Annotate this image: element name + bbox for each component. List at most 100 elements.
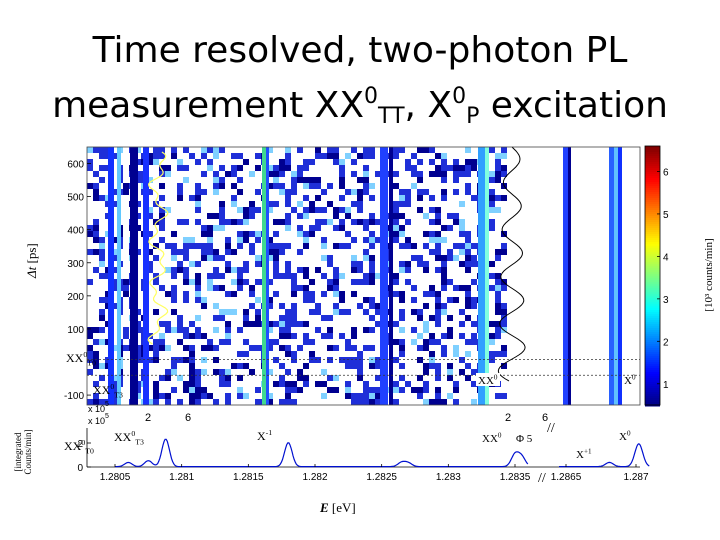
heatmap-cell (255, 255, 261, 261)
heatmap-cell (297, 369, 303, 375)
heatmap-cell (165, 171, 171, 177)
heatmap-cell (495, 273, 501, 279)
heatmap-cell (99, 339, 105, 345)
colorbar-segment (645, 164, 660, 167)
heatmap-cell (279, 345, 285, 351)
heatmap-cell (273, 267, 279, 273)
heatmap-cell (285, 213, 291, 219)
top-axis-tick-label: 6 (542, 412, 548, 424)
heatmap-cell (285, 201, 291, 207)
heatmap-cell (225, 333, 231, 339)
heatmap-cell (345, 393, 351, 399)
heatmap-cell (159, 339, 165, 345)
heatmap-cell (453, 297, 459, 303)
heatmap-cell (249, 291, 255, 297)
heatmap-cell (189, 351, 195, 357)
heatmap-cell (465, 231, 471, 237)
heatmap-cell (357, 207, 363, 213)
heatmap-cell (267, 339, 273, 345)
colorbar-segment (645, 248, 660, 251)
heatmap-cell (411, 243, 417, 249)
heatmap-cell (441, 177, 447, 183)
heatmap-cell (447, 297, 453, 303)
heatmap-cell (201, 255, 207, 261)
heatmap-cell (369, 219, 375, 225)
heatmap-cell (501, 351, 507, 357)
heatmap-cell (159, 345, 165, 351)
colorbar-segment (645, 370, 660, 373)
heatmap-cell (501, 321, 507, 327)
heatmap-cell (441, 225, 447, 231)
heatmap-cell (303, 195, 309, 201)
colorbar-segment (645, 204, 660, 207)
heatmap-cell (465, 315, 471, 321)
chart-title-line2: measurement XX0TT, X0P excitation (52, 84, 668, 129)
colorbar-segment (645, 338, 660, 341)
heatmap-cell (333, 345, 339, 351)
heatmap-cell (435, 207, 441, 213)
heatmap-cell (435, 315, 441, 321)
colorbar-segment (645, 352, 660, 355)
heatmap-cell (207, 345, 213, 351)
heatmap-cell (279, 183, 285, 189)
heatmap-cell (273, 291, 279, 297)
heatmap-cell (447, 249, 453, 255)
heatmap-cell (267, 345, 273, 351)
heatmap-cell (291, 357, 297, 363)
heatmap-cell (363, 327, 369, 333)
heatmap-cell (225, 171, 231, 177)
heatmap-cell (429, 399, 435, 405)
heatmap-cell (303, 213, 309, 219)
chart-title-line1: Time resolved, two-photon PL (92, 30, 628, 71)
heatmap-cell (417, 261, 423, 267)
heatmap-cell (183, 267, 189, 273)
heatmap-cell (291, 207, 297, 213)
heatmap-cell (147, 333, 153, 339)
heatmap-cell (345, 231, 351, 237)
heatmap-cell (357, 369, 363, 375)
peak-label-xx0: XX0 (482, 432, 502, 445)
heatmap-cell (363, 177, 369, 183)
heatmap-cell (237, 231, 243, 237)
colorbar-segment (645, 368, 660, 371)
heatmap-cell (237, 189, 243, 195)
heatmap-cell (399, 351, 405, 357)
heatmap-cell (345, 345, 351, 351)
heatmap-cell (171, 363, 177, 369)
heatmap-cell (285, 345, 291, 351)
heatmap-cell (357, 153, 363, 159)
heatmap-cell (489, 219, 495, 225)
colorbar-segment (645, 390, 660, 393)
heatmap-cell (123, 183, 129, 189)
heatmap-cell (303, 267, 309, 273)
heatmap-cell (345, 153, 351, 159)
heatmap-cell (321, 237, 327, 243)
colorbar-segment (645, 146, 660, 149)
heatmap-cell (435, 297, 441, 303)
heatmap-cell (351, 171, 357, 177)
heatmap-cell (441, 345, 447, 351)
heatmap-cell (177, 321, 183, 327)
heatmap-cell (183, 381, 189, 387)
heatmap-cell (93, 171, 99, 177)
colorbar-segment (645, 314, 660, 317)
heatmap-cell (225, 339, 231, 345)
heatmap-cell (279, 327, 285, 333)
heatmap-cell (177, 249, 183, 255)
heatmap-cell (345, 381, 351, 387)
heatmap-cell (219, 375, 225, 381)
heatmap-cell (165, 321, 171, 327)
spectrum-line-right (559, 443, 650, 468)
heatmap-cell (183, 177, 189, 183)
heatmap-cell (351, 255, 357, 261)
heatmap-cell (267, 393, 273, 399)
heatmap-cell (495, 279, 501, 285)
colorbar-segment (645, 174, 660, 177)
heatmap-cell (171, 297, 177, 303)
heatmap-cell (429, 285, 435, 291)
heatmap-cell (93, 393, 99, 399)
colorbar-segment (645, 400, 660, 403)
x-tick-label: 1.2835 (500, 472, 531, 483)
heatmap-cell (393, 201, 399, 207)
colorbar-segment (645, 214, 660, 217)
